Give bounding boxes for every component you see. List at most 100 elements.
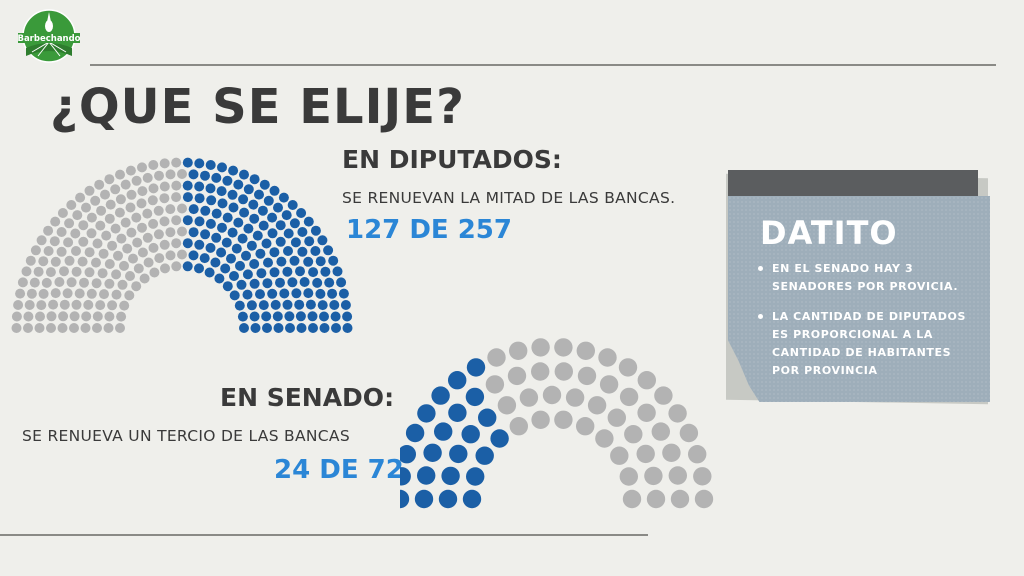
seat-dot bbox=[107, 240, 118, 251]
seat-dot bbox=[276, 256, 287, 267]
seat-dot bbox=[319, 311, 329, 322]
seat-dot bbox=[297, 246, 308, 257]
seat-dot bbox=[466, 467, 485, 486]
seat-dot bbox=[95, 300, 106, 311]
seat-dot bbox=[104, 174, 115, 185]
diputados-count: 127 DE 257 bbox=[346, 215, 512, 245]
seat-dot bbox=[662, 443, 681, 462]
seat-dot bbox=[114, 207, 125, 218]
seat-dot bbox=[149, 267, 160, 278]
seat-dot bbox=[34, 323, 45, 333]
seat-dot bbox=[81, 311, 92, 322]
seat-dot bbox=[98, 248, 109, 259]
seat-dot bbox=[29, 277, 40, 288]
seat-dot bbox=[104, 259, 115, 269]
seat-dot bbox=[287, 277, 298, 288]
seat-dot bbox=[331, 323, 341, 333]
seat-dot bbox=[270, 299, 281, 310]
seat-dot bbox=[21, 266, 32, 277]
seat-dot bbox=[101, 230, 112, 241]
seat-dot bbox=[182, 157, 193, 168]
seat-dot bbox=[303, 288, 314, 299]
seat-dot bbox=[148, 183, 159, 194]
seat-dot bbox=[217, 162, 227, 173]
seat-dot bbox=[252, 230, 263, 241]
seat-dot bbox=[637, 403, 656, 422]
seat-dot bbox=[30, 245, 41, 256]
seat-dot bbox=[342, 323, 353, 333]
seat-dot bbox=[646, 489, 666, 509]
datito-card-tab bbox=[728, 170, 978, 196]
seat-dot bbox=[26, 288, 37, 299]
seat-dot bbox=[636, 444, 655, 464]
seat-dot bbox=[598, 348, 617, 367]
seat-dot bbox=[59, 266, 69, 277]
seat-dot bbox=[194, 216, 205, 227]
seat-dot bbox=[229, 271, 239, 281]
seat-dot bbox=[269, 267, 280, 278]
seat-dot bbox=[651, 422, 670, 441]
seat-dot bbox=[462, 489, 482, 509]
seat-dot bbox=[72, 210, 83, 221]
top-divider bbox=[90, 64, 996, 66]
seat-dot bbox=[24, 300, 35, 310]
seat-dot bbox=[249, 259, 260, 269]
seat-dot bbox=[116, 233, 127, 244]
seat-dot bbox=[66, 200, 77, 210]
seat-dot bbox=[235, 260, 245, 271]
seat-dot bbox=[438, 489, 458, 509]
seat-dot bbox=[125, 271, 135, 281]
seat-dot bbox=[414, 489, 434, 509]
seat-dot bbox=[110, 184, 121, 195]
seat-dot bbox=[33, 266, 44, 277]
seat-dot bbox=[133, 263, 144, 274]
seat-dot bbox=[95, 220, 106, 231]
seat-dot bbox=[262, 278, 273, 289]
seat-dot bbox=[231, 243, 242, 254]
seat-dot bbox=[246, 240, 257, 251]
seat-dot bbox=[70, 228, 81, 239]
seat-dot bbox=[595, 429, 614, 448]
seat-dot bbox=[679, 423, 699, 443]
seat-dot bbox=[64, 255, 75, 266]
seat-dot bbox=[182, 215, 193, 226]
seat-dot bbox=[228, 165, 239, 176]
seat-dot bbox=[137, 186, 148, 197]
seat-dot bbox=[249, 174, 260, 185]
seat-dot bbox=[111, 269, 122, 280]
seat-dot bbox=[243, 184, 254, 195]
seat-dot bbox=[317, 300, 328, 311]
seat-dot bbox=[17, 277, 28, 288]
diputados-seat-chart bbox=[11, 157, 353, 333]
seat-dot bbox=[619, 467, 638, 486]
seat-dot bbox=[165, 227, 176, 238]
datito-card: DATITO EN EL SENADO HAY 3 SENADORES POR … bbox=[718, 166, 998, 412]
seat-dot bbox=[282, 299, 293, 310]
seat-dot bbox=[624, 425, 643, 444]
seat-dot bbox=[137, 162, 147, 173]
seat-dot bbox=[507, 366, 527, 386]
seat-dot bbox=[171, 238, 182, 249]
seat-dot bbox=[263, 257, 273, 268]
seat-dot bbox=[310, 246, 321, 256]
seat-dot bbox=[237, 311, 248, 322]
seat-dot bbox=[303, 216, 314, 227]
seat-dot bbox=[75, 192, 86, 203]
seat-dot bbox=[531, 410, 550, 429]
seat-dot bbox=[86, 212, 97, 223]
seat-dot bbox=[434, 422, 453, 441]
seat-dot bbox=[509, 341, 528, 360]
seat-dot bbox=[461, 425, 480, 444]
seat-dot bbox=[576, 417, 595, 436]
seat-dot bbox=[131, 175, 142, 186]
seat-dot bbox=[233, 217, 244, 228]
seat-dot bbox=[84, 267, 95, 278]
seat-dot bbox=[15, 288, 26, 299]
seat-dot bbox=[289, 255, 300, 266]
seat-dot bbox=[283, 246, 293, 256]
seat-dot bbox=[263, 195, 274, 206]
seat-dot bbox=[58, 311, 69, 322]
seat-dot bbox=[126, 227, 137, 238]
seat-dot bbox=[576, 341, 595, 360]
seat-dot bbox=[222, 212, 233, 223]
